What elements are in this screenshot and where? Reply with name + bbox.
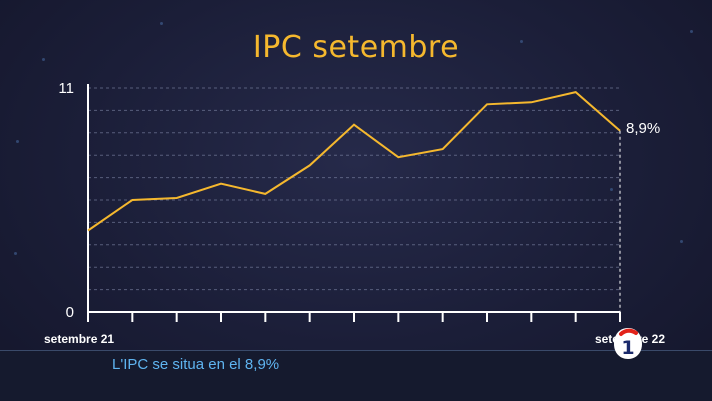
background-dot xyxy=(14,252,17,255)
x-ticks xyxy=(87,312,621,322)
background-dot xyxy=(690,30,693,33)
grid-lines xyxy=(88,87,620,313)
background-dot xyxy=(42,58,45,61)
y-tick-label-max: 11 xyxy=(58,80,74,97)
background-dot xyxy=(520,40,523,43)
background-dot xyxy=(16,140,19,143)
line-chart: 8,9% 11 0 setembre 21 setembre 22 xyxy=(44,80,660,346)
background-dot xyxy=(680,240,683,243)
end-value-label: 8,9% xyxy=(626,120,660,137)
y-tick-label-min: 0 xyxy=(66,304,74,321)
chart-title: IPC setembre xyxy=(252,30,460,65)
tve-1-logo: 1 xyxy=(614,328,642,359)
background-dot xyxy=(160,22,163,25)
background-dot xyxy=(610,188,613,191)
logo-text: 1 xyxy=(621,337,634,359)
caption-text: L'IPC se situa en el 8,9% xyxy=(112,356,280,373)
x-tick-label-start: setembre 21 xyxy=(44,332,114,346)
caption-bar xyxy=(0,350,712,401)
series-line xyxy=(87,91,621,232)
